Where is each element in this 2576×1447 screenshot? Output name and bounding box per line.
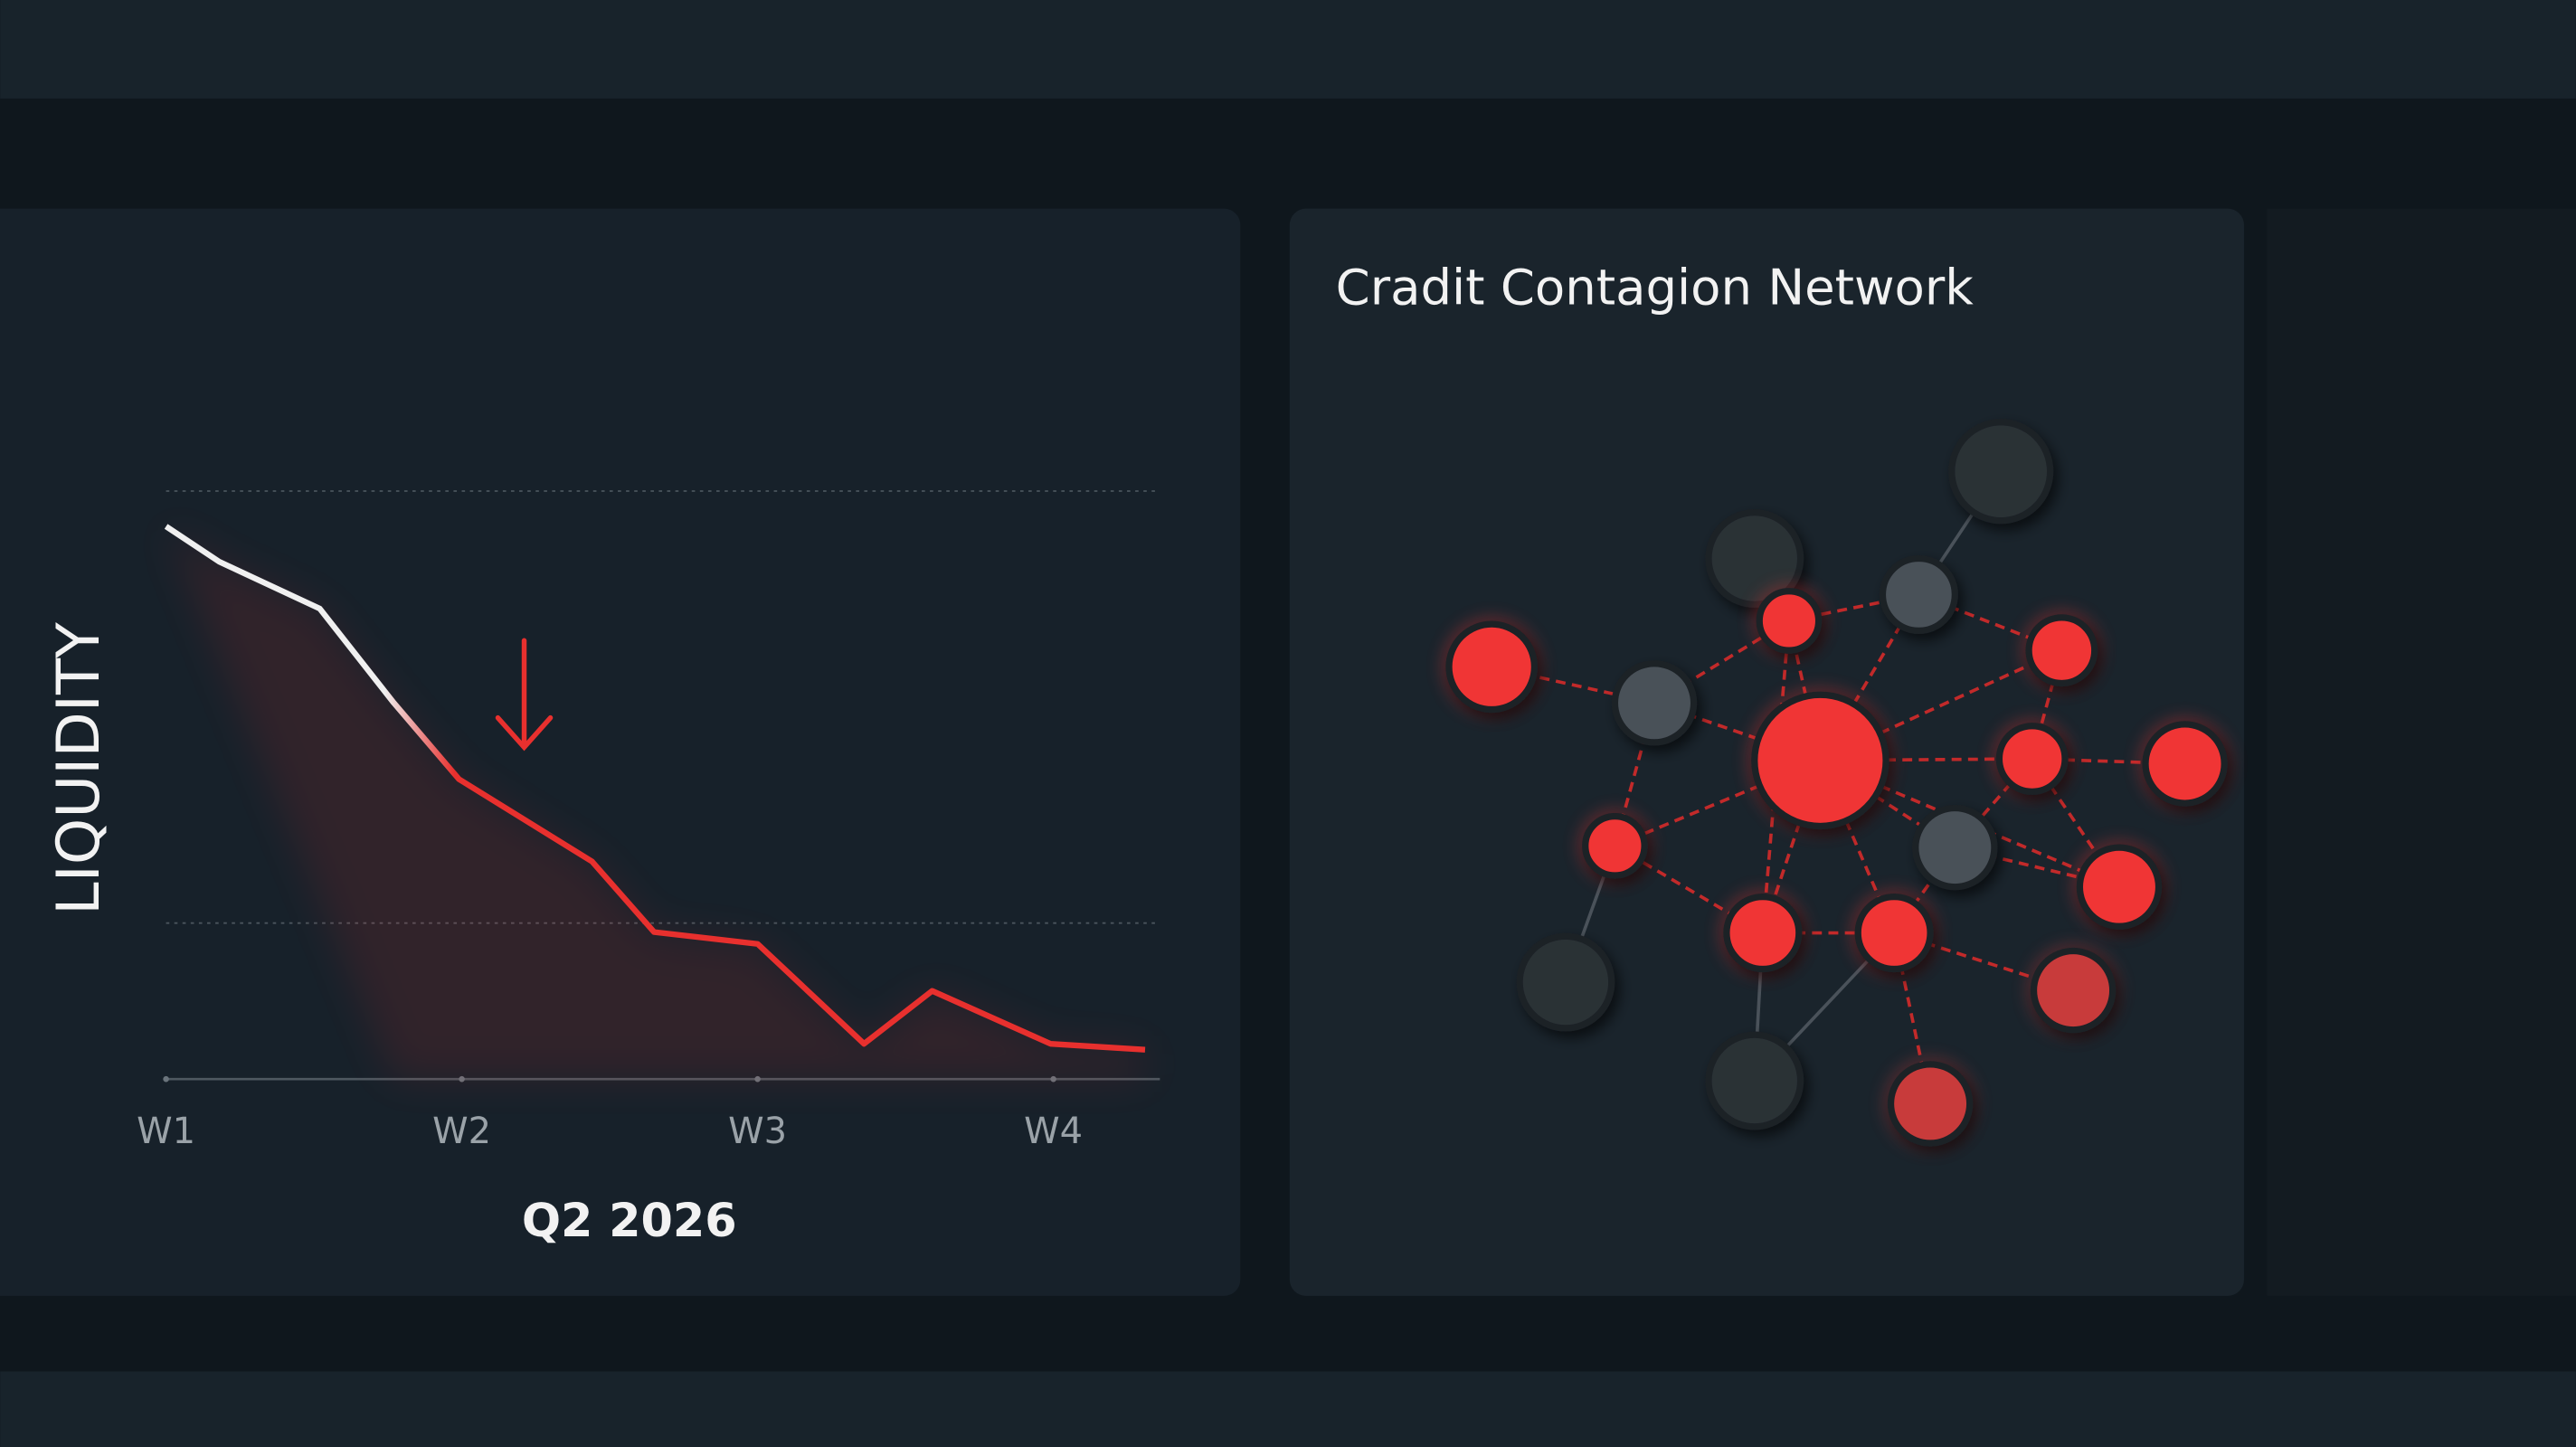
network-node: [2030, 947, 2117, 1034]
network-node: [2025, 614, 2098, 687]
network-node: [1582, 812, 1648, 879]
y-axis-label: LIQUIDITY: [44, 621, 113, 915]
network-edge: [1892, 932, 1932, 1104]
network-node: [1887, 1061, 1974, 1147]
x-axis-label: Q2 2026: [522, 1194, 737, 1247]
network-node: [2076, 844, 2163, 930]
network-node: [1879, 554, 1958, 635]
network-node: [1948, 419, 2054, 525]
network-node: [1445, 620, 1539, 714]
x-tick-label: W4: [1024, 1111, 1083, 1152]
network-node: [1854, 893, 1934, 973]
network-node: [1756, 588, 1823, 654]
x-tick-label: W1: [137, 1111, 195, 1152]
contagion-network: [1442, 419, 2231, 1150]
bottom-bar: [0, 1371, 2576, 1447]
network-node: [1516, 932, 1615, 1032]
network-edge: [1653, 701, 1822, 762]
network-node: [1705, 508, 1804, 608]
x-tick: [163, 1075, 169, 1083]
network-node: [1611, 660, 1698, 746]
side-panel: [2267, 208, 2576, 1296]
network-node: [1705, 1031, 1804, 1130]
x-tick-label: W2: [432, 1111, 491, 1152]
down-arrow: [495, 638, 554, 752]
network-edge: [1614, 844, 1764, 935]
network-node: [2142, 721, 2228, 807]
network-title: Cradit Contagion Network: [1336, 259, 1975, 317]
top-bar: [0, 0, 2576, 99]
line-glow: [166, 526, 1145, 1080]
data-line: [164, 524, 1146, 1053]
x-tick-label: W3: [728, 1111, 787, 1152]
network-edge: [1819, 648, 2063, 762]
network-node: [1751, 691, 1889, 830]
network-node: [1995, 723, 2069, 796]
network-node: [1912, 804, 1998, 891]
network-node: [1723, 893, 1803, 973]
